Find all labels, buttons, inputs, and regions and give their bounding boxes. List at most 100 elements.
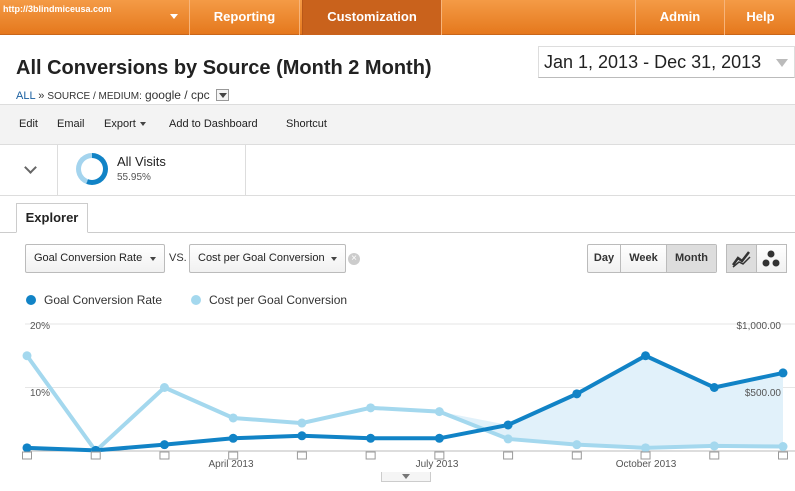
period-selector: Day Week Month xyxy=(587,244,717,273)
primary-metric-label: Goal Conversion Rate xyxy=(34,252,143,264)
primary-data-point[interactable] xyxy=(709,383,719,392)
secondary-data-point[interactable] xyxy=(503,434,513,444)
right-axis-tick-top: $1,000.00 xyxy=(737,321,782,332)
nav-tab-help[interactable]: Help xyxy=(746,9,775,24)
tab-divider xyxy=(0,232,795,233)
annotation-marker-icon[interactable] xyxy=(778,451,788,460)
secondary-metric-select[interactable]: Cost per Goal Conversion xyxy=(189,244,346,273)
x-tick-label: July 2013 xyxy=(416,459,459,470)
primary-data-point[interactable] xyxy=(228,433,238,443)
secondary-series-area xyxy=(439,355,783,448)
primary-data-point[interactable] xyxy=(159,440,169,450)
primary-data-point[interactable] xyxy=(778,368,788,378)
left-axis-tick-mid: 10% xyxy=(30,388,50,399)
top-nav: http://3blindmiceusa.com Reporting Custo… xyxy=(0,0,795,35)
chevron-down-icon xyxy=(24,161,37,174)
annotation-marker-icon[interactable] xyxy=(296,451,307,460)
segment-card[interactable]: All Visits 55.95% xyxy=(58,145,246,195)
segment-row: All Visits 55.95% xyxy=(0,145,795,196)
secondary-data-point[interactable] xyxy=(228,413,238,423)
secondary-data-point[interactable] xyxy=(709,441,719,451)
caret-down-icon xyxy=(150,257,156,261)
secondary-data-point[interactable] xyxy=(22,351,32,361)
secondary-metric-label: Cost per Goal Conversion xyxy=(198,252,325,264)
secondary-data-point[interactable] xyxy=(778,442,788,452)
chevron-down-icon xyxy=(170,14,178,19)
right-axis-tick-mid: $500.00 xyxy=(745,388,782,399)
annotation-marker-icon[interactable] xyxy=(571,451,582,460)
breadcrumb-value: google / cpc xyxy=(144,88,210,102)
primary-data-point[interactable] xyxy=(297,431,307,441)
segment-donut-icon xyxy=(76,153,108,185)
left-axis-tick-top: 20% xyxy=(30,321,50,332)
nav-tab-reporting[interactable]: Reporting xyxy=(190,0,300,35)
add-to-dashboard-button[interactable]: Add to Dashboard xyxy=(169,118,258,130)
legend-dot-primary xyxy=(26,295,36,305)
breadcrumb: ALL » SOURCE / MEDIUM: google / cpc xyxy=(16,88,229,102)
shortcut-button[interactable]: Shortcut xyxy=(286,118,327,130)
annotation-marker-icon[interactable] xyxy=(159,451,170,460)
annotation-marker-icon[interactable] xyxy=(365,451,376,460)
chart-collapse-tab[interactable] xyxy=(381,472,431,482)
caret-down-icon xyxy=(331,257,337,261)
vs-label: VS. xyxy=(169,252,187,264)
secondary-data-point[interactable] xyxy=(434,407,444,417)
legend-goal-conversion-rate[interactable]: Goal Conversion Rate xyxy=(26,293,162,307)
annotation-marker-icon[interactable] xyxy=(90,451,101,460)
breadcrumb-dimension: SOURCE / MEDIUM: xyxy=(47,91,142,102)
secondary-data-point[interactable] xyxy=(159,383,169,392)
segment-toggle[interactable] xyxy=(0,145,58,195)
secondary-data-point[interactable] xyxy=(641,443,651,453)
remove-metric-icon[interactable]: × xyxy=(348,253,360,265)
secondary-series-line xyxy=(25,354,784,455)
report-toolbar: Edit Email Export Add to Dashboard Short… xyxy=(0,104,795,145)
period-week-button[interactable]: Week xyxy=(621,245,667,272)
period-day-button[interactable]: Day xyxy=(588,245,621,272)
annotation-marker-icon[interactable] xyxy=(503,451,514,460)
breadcrumb-all-link[interactable]: ALL xyxy=(16,90,36,102)
secondary-data-point[interactable] xyxy=(366,403,376,413)
nav-tab-admin[interactable]: Admin xyxy=(635,0,725,35)
primary-metric-select[interactable]: Goal Conversion Rate xyxy=(25,244,165,273)
primary-data-point[interactable] xyxy=(503,420,513,430)
legend-cost-per-goal[interactable]: Cost per Goal Conversion xyxy=(191,293,347,307)
secondary-data-point[interactable] xyxy=(572,440,582,450)
nav-tab-customization[interactable]: Customization xyxy=(302,0,442,35)
motion-chart-icon xyxy=(762,250,780,267)
breadcrumb-dropdown-icon[interactable] xyxy=(215,89,229,101)
export-label: Export xyxy=(104,118,136,130)
caret-down-icon xyxy=(139,122,146,126)
primary-series-line xyxy=(26,353,784,453)
export-button[interactable]: Export xyxy=(104,118,146,130)
legend-label-primary: Goal Conversion Rate xyxy=(44,293,163,307)
segment-percent: 55.95% xyxy=(117,172,151,183)
primary-data-point[interactable] xyxy=(366,433,376,443)
segment-name: All Visits xyxy=(117,154,166,169)
annotation-marker-icon[interactable] xyxy=(709,451,720,460)
email-button[interactable]: Email xyxy=(57,118,85,130)
annotation-marker-icon[interactable] xyxy=(434,451,445,460)
account-name: http://3blindmiceusa.com xyxy=(3,4,112,14)
edit-button[interactable]: Edit xyxy=(19,118,38,130)
page-title: All Conversions by Source (Month 2 Month… xyxy=(16,57,432,79)
primary-data-point[interactable] xyxy=(434,433,444,443)
annotation-marker-icon[interactable] xyxy=(640,451,651,460)
line-chart: 20% 10% $1,000.00 $500.00 April 2013 Jul… xyxy=(22,321,795,470)
breadcrumb-separator: » xyxy=(38,90,45,102)
x-tick-label: April 2013 xyxy=(208,459,253,470)
date-range-picker[interactable]: Jan 1, 2013 - Dec 31, 2013 xyxy=(538,46,795,78)
primary-data-point[interactable] xyxy=(641,351,651,361)
primary-data-point[interactable] xyxy=(22,443,32,453)
account-selector[interactable]: http://3blindmiceusa.com xyxy=(0,0,190,35)
annotation-marker-icon[interactable] xyxy=(228,451,239,460)
line-chart-icon xyxy=(731,251,751,268)
chevron-down-icon xyxy=(776,59,788,67)
date-range-text: Jan 1, 2013 - Dec 31, 2013 xyxy=(544,52,762,72)
motion-chart-view-button[interactable] xyxy=(756,244,787,273)
annotation-marker-icon[interactable] xyxy=(22,451,32,460)
period-month-button[interactable]: Month xyxy=(667,245,716,272)
primary-data-point[interactable] xyxy=(572,389,582,399)
secondary-data-point[interactable] xyxy=(297,418,307,428)
tab-explorer[interactable]: Explorer xyxy=(16,203,88,233)
line-chart-view-button[interactable] xyxy=(726,244,757,273)
